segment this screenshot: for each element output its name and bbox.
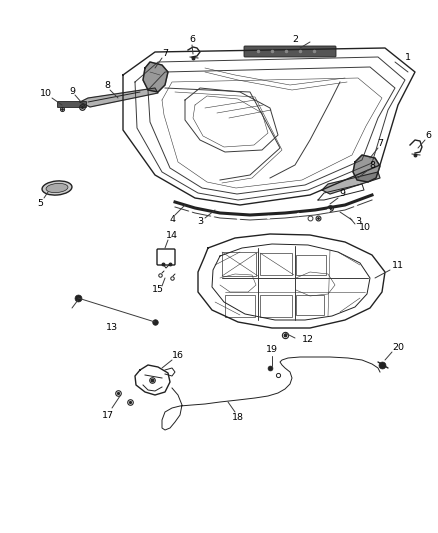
Bar: [296, 255, 326, 275]
FancyBboxPatch shape: [57, 101, 86, 108]
Text: 10: 10: [359, 223, 371, 232]
Text: 2: 2: [292, 36, 298, 44]
Text: 3: 3: [355, 217, 361, 227]
Bar: [260, 295, 292, 317]
Text: 8: 8: [104, 82, 110, 91]
Text: 5: 5: [37, 198, 43, 207]
Text: 11: 11: [392, 262, 404, 271]
Text: 14: 14: [166, 231, 178, 240]
Text: 15: 15: [152, 286, 164, 295]
Bar: [296, 295, 324, 315]
Text: 20: 20: [392, 343, 404, 352]
Text: 6: 6: [425, 132, 431, 141]
Bar: [225, 295, 255, 317]
Text: 4: 4: [169, 215, 175, 224]
Text: 16: 16: [172, 351, 184, 360]
Text: 7: 7: [377, 140, 383, 149]
Text: 7: 7: [162, 50, 168, 59]
Text: 6: 6: [189, 36, 195, 44]
Text: 3: 3: [197, 217, 203, 227]
Ellipse shape: [46, 183, 68, 192]
Text: 9: 9: [339, 190, 345, 198]
Text: 1: 1: [405, 53, 411, 62]
Text: 10: 10: [40, 90, 52, 99]
Text: 13: 13: [106, 324, 118, 333]
Text: 17: 17: [102, 410, 114, 419]
Text: 9: 9: [69, 86, 75, 95]
FancyBboxPatch shape: [244, 46, 336, 57]
Polygon shape: [353, 155, 380, 182]
Polygon shape: [143, 62, 168, 92]
Polygon shape: [80, 88, 158, 107]
Text: 12: 12: [302, 335, 314, 344]
Text: 8: 8: [369, 161, 375, 171]
Text: 19: 19: [266, 345, 278, 354]
Text: 18: 18: [232, 414, 244, 423]
Polygon shape: [322, 172, 380, 194]
Ellipse shape: [42, 181, 72, 195]
Bar: [222, 252, 256, 276]
Bar: [260, 253, 292, 275]
